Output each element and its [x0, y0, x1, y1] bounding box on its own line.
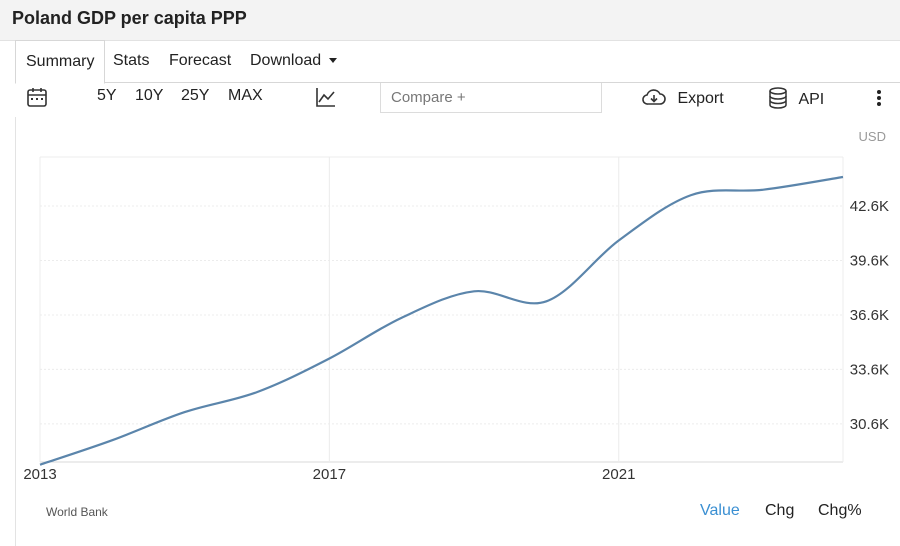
export-button[interactable]: Export: [641, 87, 724, 108]
range-25y-button[interactable]: 25Y: [181, 87, 210, 104]
tab-stats[interactable]: Stats: [113, 52, 150, 69]
tab-bar: Summary Stats Forecast Download: [15, 40, 900, 84]
title-bar: Poland GDP per capita PPP: [0, 0, 900, 41]
calendar-icon[interactable]: [26, 86, 48, 113]
tab-forecast[interactable]: Forecast: [169, 52, 232, 69]
series-line: [39, 175, 844, 466]
chevron-down-icon: [329, 58, 338, 64]
y-tick-label: 36.6K: [850, 307, 889, 324]
y-tick-label: 39.6K: [850, 252, 889, 269]
cloud-download-icon: [642, 89, 666, 105]
value-mode-button[interactable]: Value: [700, 502, 740, 519]
chart-toolbar: 5Y 10Y 25Y MAX Export API: [15, 83, 900, 117]
range-5y-button[interactable]: 5Y: [97, 87, 117, 104]
export-label: Export: [677, 90, 724, 107]
unit-label: USD: [858, 129, 886, 144]
more-options-icon[interactable]: [871, 86, 887, 115]
tab-download[interactable]: Download: [250, 40, 338, 82]
tab-download-label: Download: [250, 52, 322, 69]
chart-frame: [15, 117, 900, 546]
chg-mode-button[interactable]: Chg: [765, 502, 795, 519]
range-10y-button[interactable]: 10Y: [135, 87, 164, 104]
line-chart-icon[interactable]: [315, 86, 337, 113]
range-max-button[interactable]: MAX: [228, 87, 263, 104]
api-label: API: [798, 91, 825, 108]
y-tick-label: 42.6K: [850, 198, 889, 215]
x-tick-label: 2021: [602, 466, 635, 483]
api-button[interactable]: API: [768, 87, 824, 109]
source-label: World Bank: [46, 505, 108, 519]
compare-input[interactable]: [380, 83, 602, 113]
y-tick-label: 33.6K: [850, 361, 889, 378]
x-tick-label: 2017: [313, 466, 346, 483]
chg-percent-mode-button[interactable]: Chg%: [818, 502, 862, 519]
tab-summary[interactable]: Summary: [15, 40, 106, 84]
page-title: Poland GDP per capita PPP: [12, 8, 247, 28]
x-tick-label: 2013: [23, 466, 56, 483]
y-tick-label: 30.6K: [850, 416, 889, 433]
database-icon: [769, 87, 787, 109]
